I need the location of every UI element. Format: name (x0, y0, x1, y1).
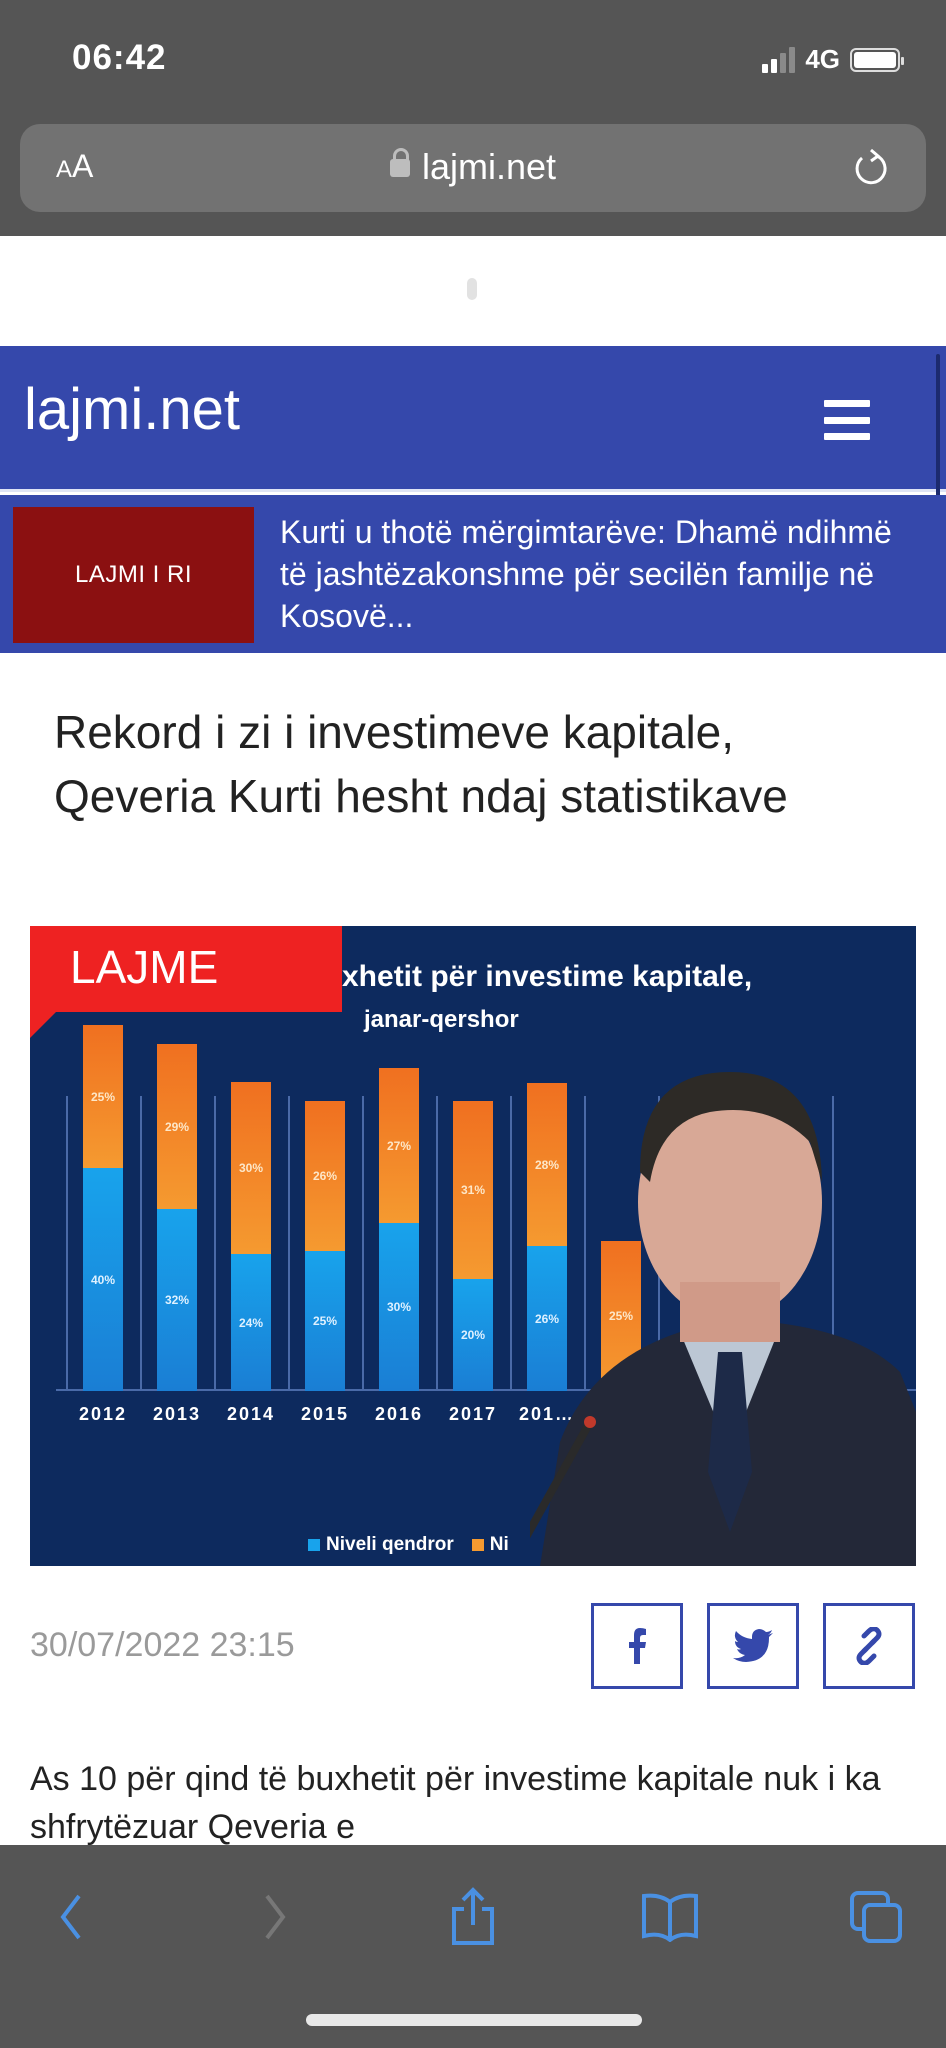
copy-link-button[interactable] (823, 1603, 915, 1689)
site-logo[interactable]: lajmi.net (24, 377, 240, 442)
browser-bottom-toolbar (0, 1845, 946, 2048)
breaking-news-headline[interactable]: Kurti u thotë mërgimtarëve: Dhamë ndihmë… (280, 514, 892, 634)
home-indicator[interactable] (306, 2014, 642, 2026)
person-photo (530, 1072, 916, 1566)
chart-subtitle: janar-qershor (364, 1006, 519, 1033)
site-header: lajmi.net (0, 346, 946, 500)
x-tick-2017: 2017 (448, 1404, 498, 1424)
lajme-badge: LAJME (30, 926, 342, 1012)
text-size-button[interactable]: AA (56, 148, 94, 184)
tabs-button[interactable] (846, 1887, 906, 1947)
x-tick-2018: 201… (518, 1404, 576, 1424)
back-button[interactable] (40, 1887, 100, 1947)
address-bar[interactable]: AA lajmi.net (20, 124, 926, 212)
article-title: Rekord i zi i investimeve kapitale, Qeve… (54, 706, 788, 822)
breaking-news-bar[interactable]: LAJMI I RI Kurti u thotë mërgimtarëve: D… (0, 495, 946, 653)
lock-icon (389, 148, 410, 177)
status-indicators: 4G (762, 44, 904, 75)
x-tick-2013: 2013 (152, 1404, 202, 1424)
share-button[interactable] (443, 1887, 503, 1947)
bar-2018: 28% 26% (527, 1083, 567, 1391)
share-twitter-button[interactable] (707, 1603, 799, 1689)
bar-2017: 31% 20% (453, 1101, 493, 1391)
chart-area: 25% 40% 29% 32% 30% 24% 26% 25% 27% 30% … (30, 1025, 916, 1396)
chart-legend: Niveli qendror Ni (308, 1534, 509, 1556)
url-display[interactable]: lajmi.net (20, 146, 926, 188)
reload-icon (855, 148, 887, 185)
signal-icon (762, 46, 796, 73)
back-chevron-icon (60, 1894, 81, 1940)
loading-indicator (467, 278, 477, 300)
book-icon (642, 1893, 698, 1942)
x-tick-2012: 2012 (78, 1404, 128, 1424)
breaking-news-badge: LAJMI I RI (13, 507, 254, 643)
page-loading-area (0, 236, 946, 346)
twitter-icon (733, 1629, 773, 1662)
share-facebook-button[interactable] (591, 1603, 683, 1689)
status-time: 06:42 (72, 38, 167, 77)
x-tick-2014: 2014 (226, 1404, 276, 1424)
bar-2014: 30% 24% (231, 1082, 271, 1391)
bar-2012: 25% 40% (83, 1025, 123, 1391)
link-icon (856, 1627, 882, 1665)
browser-top-chrome: 06:42 4G AA lajmi.net (0, 0, 946, 236)
bookmarks-button[interactable] (640, 1887, 700, 1947)
article-lead: As 10 për qind të buxhetit për investime… (30, 1760, 881, 1846)
forward-button[interactable] (246, 1887, 306, 1947)
x-tick-2016: 2016 (374, 1404, 424, 1424)
bar-2015: 26% 25% (305, 1101, 345, 1391)
article-date: 30/07/2022 23:15 (30, 1626, 295, 1664)
facebook-icon (629, 1628, 646, 1664)
chart-title: xhetit për investime kapitale, (342, 960, 753, 993)
network-label: 4G (805, 44, 840, 74)
article-hero-image: 25% 40% 29% 32% 30% 24% 26% 25% 27% 30% … (30, 926, 916, 1566)
hamburger-menu-icon[interactable] (824, 400, 870, 440)
share-icon (452, 1887, 494, 1945)
bar-2016: 27% 30% (379, 1068, 419, 1391)
battery-icon (850, 47, 904, 72)
forward-chevron-icon (265, 1894, 286, 1940)
reload-button[interactable] (850, 146, 890, 190)
x-tick-2015: 2015 (300, 1404, 350, 1424)
tabs-icon (850, 1891, 902, 1943)
bar-2013: 29% 32% (157, 1044, 197, 1391)
url-text: lajmi.net (421, 146, 557, 187)
scrollbar[interactable] (936, 354, 940, 500)
